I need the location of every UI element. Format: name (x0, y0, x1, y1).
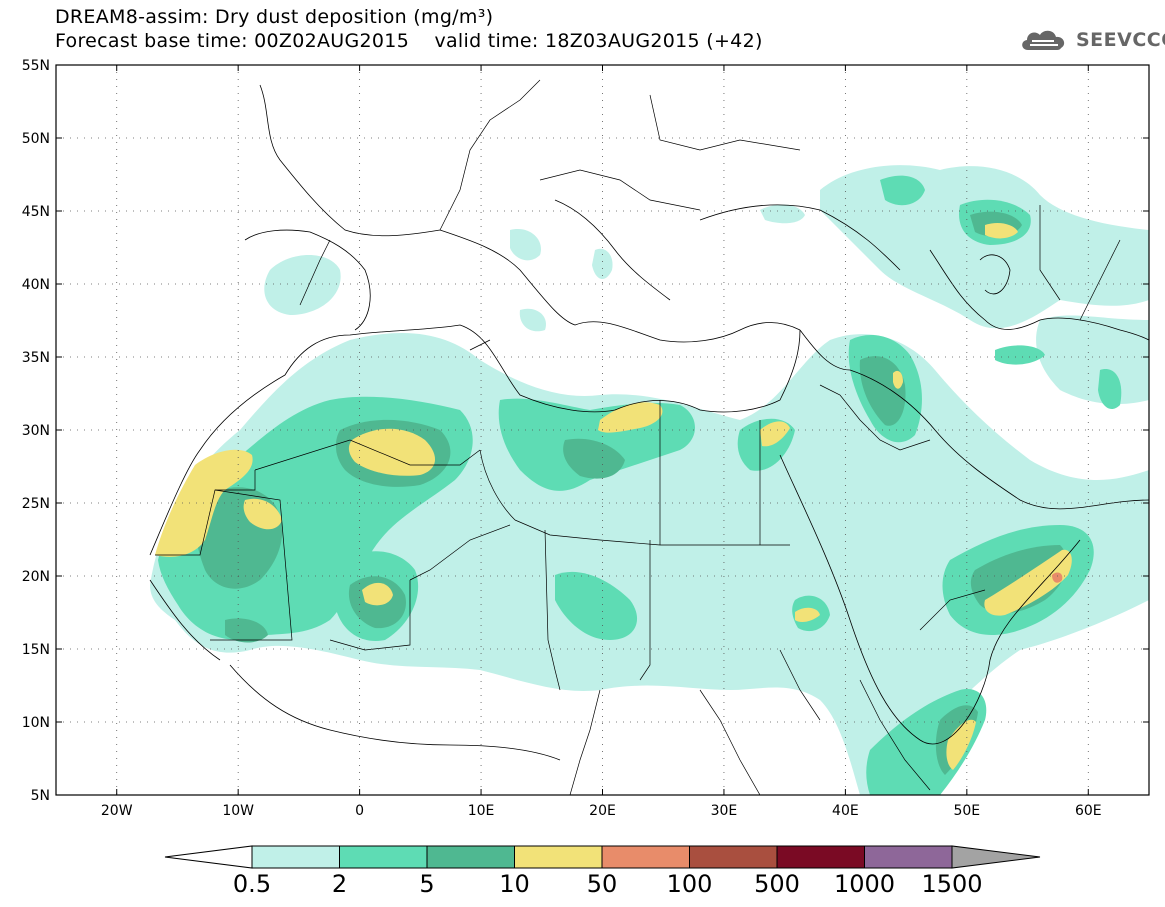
colorbar-swatch (864, 845, 953, 869)
lon-tick-label: 20E (589, 803, 616, 819)
lon-tick-label: 20W (101, 803, 133, 819)
axis-ticks (56, 64, 1149, 796)
lat-tick-label: 15N (22, 642, 50, 658)
map-title: DREAM8-assim: Dry dust deposition (mg/m³… (55, 6, 494, 28)
colorbar-label: 1500 (921, 870, 983, 898)
lat-tick-label: 5N (31, 788, 50, 804)
colorbar-label: 10 (499, 870, 530, 898)
colorbar-swatch (776, 845, 865, 869)
cloud-icon (1022, 30, 1065, 50)
colorbar (164, 845, 1041, 869)
forecast-times: Forecast base time: 00Z02AUG2015 valid t… (55, 30, 763, 52)
colorbar-swatch (689, 845, 778, 869)
colorbar-swatch (514, 845, 603, 869)
colorbar-label: 500 (754, 870, 800, 898)
colorbar-label: 1000 (833, 870, 896, 898)
lat-tick-label: 50N (22, 131, 50, 147)
graticule (56, 65, 1149, 795)
lat-tick-label: 25N (22, 496, 50, 512)
lon-tick-label: 50E (953, 803, 980, 819)
lat-tick-label: 55N (22, 58, 50, 74)
latitude-labels: 55N 50N 45N 40N 35N 30N 25N 20N 15N 10N 5N (22, 58, 50, 804)
brand-logo: SEEVCCC (1018, 26, 1165, 54)
colorbar-label: 50 (586, 870, 618, 898)
lat-tick-label: 45N (22, 204, 50, 220)
colorbar-label: 100 (666, 870, 713, 898)
lat-tick-label: 35N (22, 350, 50, 366)
lat-tick-label: 30N (22, 423, 50, 439)
colorbar-label: 5 (419, 870, 435, 898)
colorbar-under-triangle (164, 845, 253, 869)
colorbar-swatch (339, 845, 428, 869)
dust-level-50 (1052, 572, 1063, 583)
lon-tick-label: 30E (711, 803, 738, 819)
longitude-labels: 20W 10W 0 10E 20E 30E 40E 50E 60E (101, 803, 1102, 819)
country-borders (155, 79, 1121, 795)
colorbar-over-triangle (951, 845, 1041, 869)
lon-tick-label: 10W (222, 803, 254, 819)
lat-tick-label: 40N (22, 277, 50, 293)
colorbar-label: 2 (331, 870, 348, 898)
dust-level-10 (155, 222, 1072, 770)
lat-tick-label: 10N (22, 715, 50, 731)
colorbar-swatch (601, 845, 690, 869)
lon-tick-label: 40E (832, 803, 859, 819)
brand-name: SEEVCCC (1076, 29, 1165, 51)
colorbar-swatch (426, 845, 515, 869)
lon-tick-label: 60E (1075, 803, 1102, 819)
coastlines (149, 84, 1149, 761)
lon-tick-label: 0 (355, 803, 364, 819)
colorbar-swatch (251, 845, 340, 869)
colorbar-label: 0.5 (232, 870, 272, 898)
lon-tick-label: 10E (468, 803, 495, 819)
lat-tick-label: 20N (22, 569, 50, 585)
